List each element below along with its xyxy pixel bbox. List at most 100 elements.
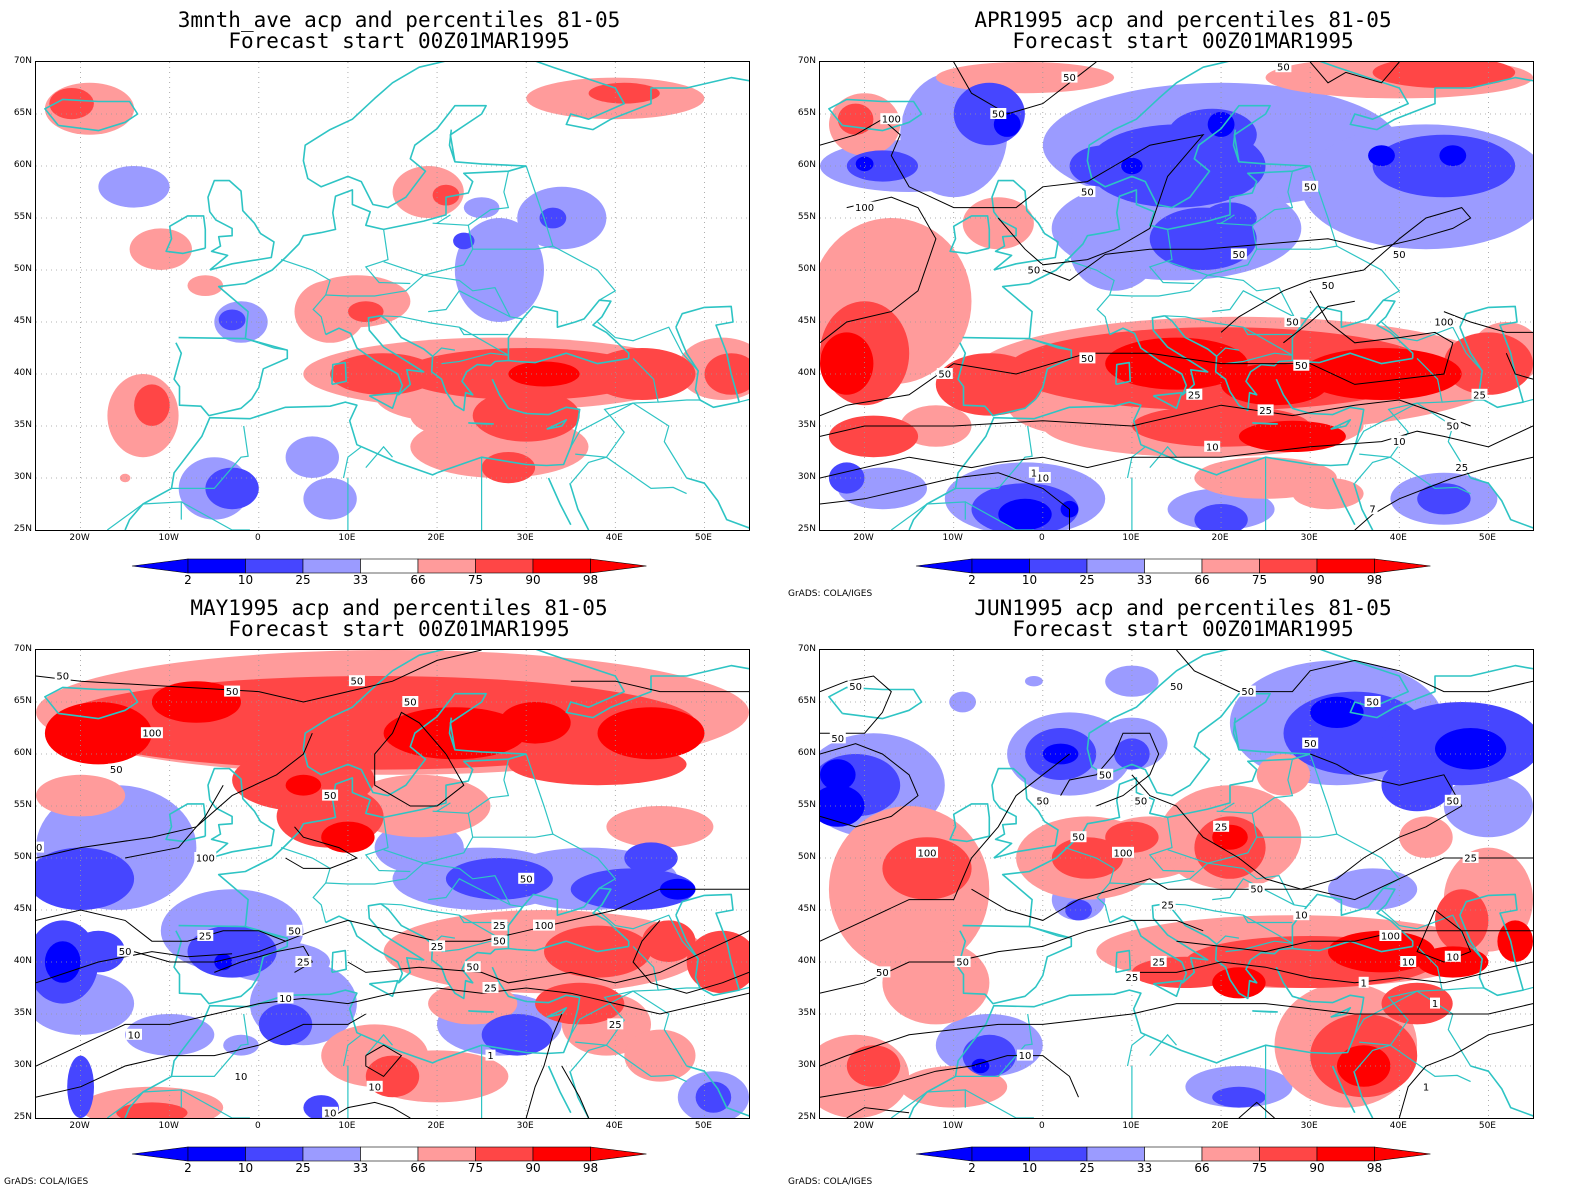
lon-tick-label: 20W bbox=[69, 533, 90, 543]
contour-label: 50 bbox=[1446, 422, 1459, 433]
anomaly-shade bbox=[1121, 157, 1143, 175]
contour-label: 25 bbox=[1188, 390, 1201, 401]
contour-label: 50 bbox=[1072, 833, 1085, 844]
colorbar-segment bbox=[532, 558, 591, 574]
lon-tick-label: 0 bbox=[1038, 1121, 1045, 1131]
contour-label: 25 bbox=[431, 942, 444, 953]
contour-label-bg bbox=[1112, 846, 1134, 858]
contour-label-bg bbox=[1358, 976, 1369, 988]
colorbar-segment bbox=[1144, 1146, 1203, 1162]
colorbar-label: 10 bbox=[1021, 573, 1038, 587]
contour-label: 50 bbox=[1036, 796, 1049, 807]
contour-label: 25 bbox=[609, 1020, 622, 1031]
colorbar-segment bbox=[1029, 1146, 1088, 1162]
colorbar bbox=[131, 1146, 647, 1162]
contour-label: 50 bbox=[1446, 796, 1459, 807]
contour-label: 50 bbox=[938, 370, 951, 381]
lon-tick-label: 10W bbox=[158, 1121, 179, 1131]
colorbar-end-high bbox=[590, 1146, 647, 1162]
anomaly-shade bbox=[454, 218, 544, 322]
contour-label-bg bbox=[1168, 680, 1185, 692]
contour-label: 50 bbox=[1366, 698, 1379, 709]
colorbar-end-low bbox=[915, 558, 973, 574]
lat-tick-label: 35N bbox=[13, 420, 32, 430]
lon-tick-label: 50E bbox=[1478, 533, 1496, 543]
contour-label-bg bbox=[1017, 1049, 1033, 1061]
contour-label: 10 bbox=[1295, 911, 1308, 922]
anomaly-shade bbox=[535, 982, 625, 1025]
anomaly-shade bbox=[570, 868, 696, 910]
anomaly-shade bbox=[508, 361, 580, 387]
colorbar-label: 25 bbox=[295, 573, 311, 587]
contour-label: 50 bbox=[1322, 281, 1335, 292]
contour-label: 50 bbox=[404, 698, 417, 709]
contour-label: 100 bbox=[1434, 318, 1453, 329]
contour-label: 50 bbox=[1028, 266, 1041, 277]
contour-label-bg bbox=[829, 732, 846, 744]
contour-label: 25 bbox=[1152, 958, 1165, 969]
lat-tick-label: 65N bbox=[13, 108, 32, 118]
contour-label: 10 bbox=[128, 1030, 141, 1041]
lon-tick-label: 0 bbox=[1038, 533, 1045, 543]
colorbar-segment bbox=[302, 558, 361, 574]
contour-label-bg bbox=[1391, 435, 1408, 447]
contour-label: 25 bbox=[1259, 406, 1272, 417]
lat-tick-label: 60N bbox=[13, 748, 32, 758]
contour-label-bg bbox=[402, 696, 419, 707]
anomaly-shade bbox=[285, 436, 339, 479]
contour-label: 50 bbox=[1081, 354, 1094, 365]
contour-label: 10 bbox=[1402, 958, 1415, 969]
lat-tick-label: 35N bbox=[13, 1008, 32, 1018]
contour-label-bg bbox=[853, 201, 876, 213]
colorbar-segment bbox=[187, 1146, 246, 1162]
lat-tick-label: 25N bbox=[13, 524, 32, 534]
anomaly-shade bbox=[998, 498, 1052, 530]
anomaly-shade bbox=[1051, 837, 1123, 879]
anomaly-shade bbox=[1207, 111, 1235, 137]
contour-label-bg bbox=[1471, 388, 1488, 400]
anomaly-shade bbox=[499, 702, 571, 744]
colorbar-label: 33 bbox=[1136, 1161, 1153, 1175]
contour-label-bg bbox=[1079, 352, 1096, 364]
anomaly-field bbox=[44, 77, 749, 520]
contour-label-bg bbox=[1320, 279, 1336, 291]
contour-label: 50 bbox=[1233, 250, 1246, 261]
contour-label-bg bbox=[1430, 997, 1440, 1009]
contour-label-bg bbox=[916, 846, 938, 858]
colorbar-segment bbox=[1086, 558, 1145, 574]
anomaly-shade bbox=[1292, 478, 1364, 510]
contour-label: 10 bbox=[1206, 442, 1219, 453]
anomaly-shade bbox=[1497, 920, 1533, 962]
lat-tick-label: 30N bbox=[13, 472, 32, 482]
contour-label-bg bbox=[1364, 696, 1381, 707]
contour-label-bg bbox=[1123, 971, 1140, 983]
colorbar-segment bbox=[971, 558, 1030, 574]
anomaly-shade bbox=[846, 1045, 901, 1087]
contour-label: 50 bbox=[520, 874, 533, 885]
contour-label-bg bbox=[1462, 852, 1479, 863]
lat-tick-label: 70N bbox=[13, 644, 32, 654]
contour-label-bg bbox=[880, 113, 903, 125]
contour-label-bg bbox=[366, 1080, 383, 1092]
contour-label-bg bbox=[1239, 685, 1256, 697]
lon-tick-label: 10W bbox=[942, 533, 963, 543]
contour-label: 100 bbox=[534, 921, 553, 932]
contour-label: 25 bbox=[199, 932, 212, 943]
anomaly-shade bbox=[1256, 754, 1311, 796]
contour-lines bbox=[820, 650, 1533, 1118]
colorbar-segment bbox=[245, 558, 304, 574]
anomaly-shade bbox=[129, 228, 192, 270]
colorbar-label: 98 bbox=[1366, 1161, 1383, 1175]
lon-tick-label: 40E bbox=[1389, 533, 1407, 543]
lat-tick-label: 25N bbox=[797, 1112, 816, 1122]
anomaly-shade bbox=[1372, 62, 1516, 88]
contour-label: 25 bbox=[1161, 900, 1174, 911]
panel-subtitle: Forecast start 00Z01MAR1995 bbox=[228, 29, 570, 53]
contour-label: 50 bbox=[1304, 739, 1317, 750]
anomaly-shade bbox=[1065, 899, 1092, 921]
anomaly-shade bbox=[820, 759, 856, 791]
contour-label: 1 bbox=[1361, 978, 1367, 989]
contour-label-bg bbox=[224, 685, 241, 697]
contour-label: 50 bbox=[56, 672, 69, 683]
contour-label: 50 bbox=[1393, 250, 1406, 261]
